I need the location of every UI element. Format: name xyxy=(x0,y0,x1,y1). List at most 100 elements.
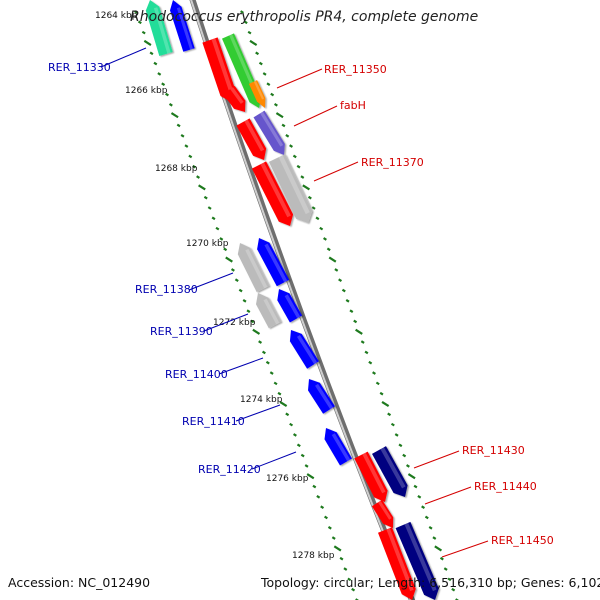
tick-mark xyxy=(300,453,305,458)
tick-mark xyxy=(281,123,286,128)
tick-mark xyxy=(345,299,350,303)
tick-mark xyxy=(180,133,185,138)
gene-leader-line xyxy=(441,540,489,558)
tick-mark xyxy=(176,123,181,128)
gene-label[interactable]: RER_11370 xyxy=(361,156,424,169)
tick-mark xyxy=(447,577,452,582)
tick-mark xyxy=(230,268,235,272)
tick-label: 1266 kbp xyxy=(125,86,168,96)
tick-mark xyxy=(296,443,301,448)
tick-label: 1274 kbp xyxy=(240,395,283,405)
gene-feature-orange[interactable] xyxy=(248,80,266,108)
tick-mark xyxy=(292,154,297,159)
tick-mark xyxy=(225,256,233,263)
tick-mark xyxy=(196,175,201,179)
gene-leader-line xyxy=(100,47,147,68)
gene-label[interactable]: fabH xyxy=(340,99,366,112)
tick-mark xyxy=(443,567,448,571)
gene-label[interactable]: RER_11350 xyxy=(324,63,387,76)
tick-mark xyxy=(252,328,261,335)
gene-leader-line xyxy=(276,68,323,89)
tick-mark xyxy=(334,268,339,272)
gene-feature-shine xyxy=(380,447,406,489)
gene-feature-red[interactable] xyxy=(236,118,267,160)
gene-feature-shine xyxy=(176,7,194,50)
tick-mark xyxy=(349,309,354,313)
tick-mark xyxy=(372,371,376,375)
tick-mark xyxy=(390,422,395,427)
gene-feature-gray[interactable] xyxy=(256,293,282,329)
tick-mark xyxy=(331,536,336,540)
tick-mark xyxy=(424,515,429,520)
gene-feature-gray[interactable] xyxy=(268,154,313,223)
gene-feature-blue[interactable] xyxy=(324,428,353,466)
gene-feature-blue[interactable] xyxy=(289,330,319,369)
gene-feature-blue[interactable] xyxy=(170,0,195,52)
tick-mark xyxy=(243,20,248,25)
gene-feature-red[interactable] xyxy=(251,161,294,226)
gene-feature-red[interactable] xyxy=(378,527,416,600)
tick-mark xyxy=(149,51,154,56)
gene-feature-red[interactable] xyxy=(223,85,246,112)
gene-feature-red[interactable] xyxy=(202,37,236,102)
gene-leader-line xyxy=(313,161,359,182)
gene-feature-red[interactable] xyxy=(371,499,394,528)
tick-mark xyxy=(292,433,297,437)
tick-mark xyxy=(323,237,327,241)
gene-feature-shine xyxy=(284,294,301,319)
gene-feature-blue[interactable] xyxy=(257,238,290,287)
tick-mark xyxy=(168,103,173,107)
tick-mark xyxy=(316,495,321,499)
tick-mark xyxy=(387,412,392,417)
gene-feature-navy[interactable] xyxy=(395,521,439,600)
gene-label[interactable]: RER_11400 xyxy=(165,368,228,381)
tick-mark xyxy=(304,464,309,468)
tick-label: 1272 kbp xyxy=(213,318,256,328)
gene-feature-navy[interactable] xyxy=(372,446,408,497)
gene-label[interactable]: RER_11440 xyxy=(474,480,537,493)
gene-label[interactable]: RER_11410 xyxy=(182,415,245,428)
tick-mark xyxy=(215,226,220,231)
gene-label[interactable]: RER_11330 xyxy=(48,61,111,74)
gene-feature-shine xyxy=(153,7,171,54)
tick-mark xyxy=(353,319,358,324)
tick-mark xyxy=(327,525,332,530)
tick-mark xyxy=(339,556,344,561)
gene-label[interactable]: RER_11430 xyxy=(462,444,525,457)
gene-feature-teal[interactable] xyxy=(145,0,173,56)
gene-feature-red[interactable] xyxy=(354,451,388,502)
gene-feature-purple[interactable] xyxy=(253,110,285,155)
gene-feature-shine xyxy=(378,500,392,520)
gene-feature-gray[interactable] xyxy=(237,243,270,293)
gene-label[interactable]: RER_11450 xyxy=(491,534,554,547)
gene-feature-shine xyxy=(260,162,291,218)
tick-mark xyxy=(368,360,373,365)
genome-stats-text: Topology: circular; Length: 6,516,310 bp… xyxy=(261,575,600,590)
tick-mark xyxy=(265,360,270,365)
tick-mark xyxy=(165,92,169,97)
tick-mark xyxy=(247,30,252,35)
gene-label[interactable]: RER_11390 xyxy=(150,325,213,338)
tick-mark xyxy=(355,328,363,335)
tick-mark xyxy=(141,30,146,35)
gene-feature-blue[interactable] xyxy=(308,379,335,414)
gene-feature-shine xyxy=(245,248,268,289)
gene-label[interactable]: RER_11380 xyxy=(135,283,198,296)
gene-feature-shine xyxy=(263,298,280,325)
tick-mark xyxy=(279,400,288,408)
tick-mark xyxy=(379,391,384,396)
tick-mark xyxy=(439,556,444,561)
gene-leader-line xyxy=(424,486,472,505)
gene-feature-shine xyxy=(278,155,310,215)
gene-feature-blue[interactable] xyxy=(277,289,303,323)
tick-mark xyxy=(277,391,282,396)
gene-leader-line xyxy=(203,313,249,332)
tick-label: 1270 kbp xyxy=(186,239,229,249)
gene-label[interactable]: RER_11420 xyxy=(198,463,261,476)
gene-leader-line xyxy=(235,404,281,422)
gene-feature-shine xyxy=(244,119,265,152)
tick-mark xyxy=(307,195,312,200)
gene-leader-line xyxy=(413,450,460,469)
gene-feature-shine xyxy=(264,243,288,283)
